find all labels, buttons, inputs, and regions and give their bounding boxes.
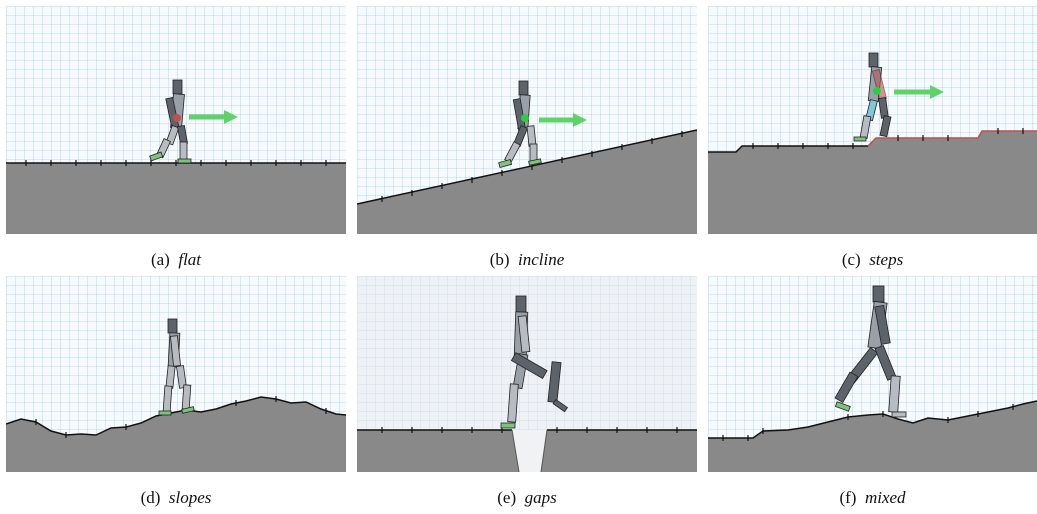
caption-letter: (b) bbox=[489, 250, 510, 269]
step-edge bbox=[867, 130, 1037, 147]
walker-robot-icon bbox=[853, 52, 892, 142]
gap bbox=[512, 430, 547, 472]
flat-scene bbox=[6, 6, 346, 234]
ground bbox=[6, 163, 346, 234]
panel-flat: (a) flat bbox=[6, 6, 346, 278]
gaps-scene bbox=[357, 276, 697, 472]
ground bbox=[708, 131, 1037, 234]
gap-edge bbox=[511, 429, 548, 472]
slopes-scene bbox=[6, 276, 346, 472]
caption-name: flat bbox=[178, 250, 202, 269]
caption-name: incline bbox=[518, 250, 565, 269]
caption-name: mixed bbox=[864, 488, 906, 507]
ground-right bbox=[541, 430, 697, 472]
caption-gaps: (e) gaps bbox=[357, 488, 697, 508]
walker-robot-icon bbox=[158, 318, 195, 416]
caption-letter: (c) bbox=[841, 250, 861, 269]
caption-name: gaps bbox=[524, 488, 557, 507]
panel-steps: (c) steps bbox=[708, 6, 1037, 278]
caption-letter: (e) bbox=[497, 488, 517, 507]
walker-robot-icon bbox=[834, 285, 907, 418]
direction-arrow-icon bbox=[539, 113, 587, 127]
direction-arrow-icon bbox=[189, 110, 238, 124]
caption-mixed: (f) mixed bbox=[708, 488, 1037, 508]
panel-mixed: (f) mixed bbox=[708, 276, 1037, 514]
panel-slopes: (d) slopes bbox=[6, 276, 346, 514]
ground bbox=[6, 397, 346, 472]
caption-name: steps bbox=[869, 250, 904, 269]
caption-slopes: (d) slopes bbox=[6, 488, 346, 508]
panel-gaps: (e) gaps bbox=[357, 276, 697, 514]
walker-robot-icon bbox=[149, 79, 192, 164]
caption-letter: (d) bbox=[140, 488, 161, 507]
direction-arrow-icon bbox=[894, 85, 944, 99]
ground bbox=[357, 130, 697, 234]
caption-steps: (c) steps bbox=[708, 250, 1037, 270]
ground-edge bbox=[708, 145, 868, 153]
panel-incline: (b) incline bbox=[357, 6, 697, 278]
steps-scene bbox=[708, 6, 1037, 234]
walker-robot-icon bbox=[498, 80, 542, 168]
ground-edge bbox=[357, 129, 697, 205]
caption-name: slopes bbox=[168, 488, 212, 507]
ground-edge bbox=[6, 396, 346, 436]
mixed-scene bbox=[708, 276, 1037, 472]
caption-incline: (b) incline bbox=[357, 250, 697, 270]
ground-edge bbox=[708, 400, 1037, 439]
walker-robot-icon bbox=[500, 295, 569, 429]
incline-scene bbox=[357, 6, 697, 234]
caption-letter: (f) bbox=[839, 488, 857, 507]
caption-letter: (a) bbox=[150, 250, 170, 269]
caption-flat: (a) flat bbox=[6, 250, 346, 270]
ground-left bbox=[357, 430, 519, 472]
